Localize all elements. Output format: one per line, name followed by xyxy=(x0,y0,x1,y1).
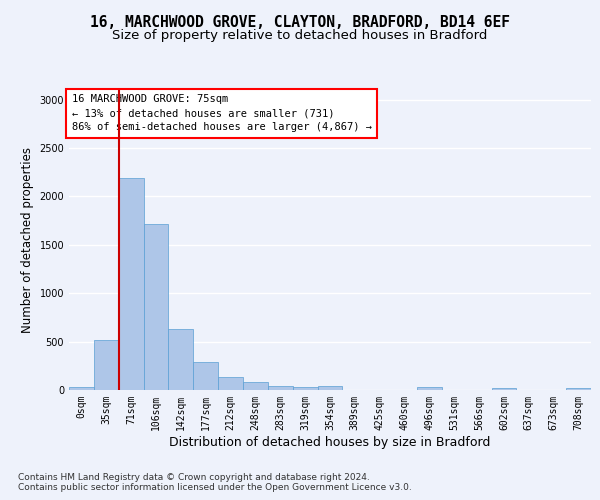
Bar xyxy=(169,328,193,390)
Bar xyxy=(566,388,591,390)
Text: Size of property relative to detached houses in Bradford: Size of property relative to detached ho… xyxy=(112,30,488,43)
Bar xyxy=(293,386,317,390)
Bar xyxy=(69,387,94,390)
Bar xyxy=(119,178,143,390)
Text: Contains HM Land Registry data © Crown copyright and database right 2024.: Contains HM Land Registry data © Crown c… xyxy=(18,472,370,482)
Y-axis label: Number of detached properties: Number of detached properties xyxy=(21,147,34,333)
Bar xyxy=(491,388,517,390)
Bar xyxy=(218,378,243,390)
Text: Contains public sector information licensed under the Open Government Licence v3: Contains public sector information licen… xyxy=(18,484,412,492)
Bar xyxy=(143,224,169,390)
Bar xyxy=(94,340,119,390)
Bar xyxy=(417,387,442,390)
Text: 16 MARCHWOOD GROVE: 75sqm
← 13% of detached houses are smaller (731)
86% of semi: 16 MARCHWOOD GROVE: 75sqm ← 13% of detac… xyxy=(71,94,371,132)
Bar xyxy=(317,386,343,390)
Text: Distribution of detached houses by size in Bradford: Distribution of detached houses by size … xyxy=(169,436,491,449)
Bar xyxy=(268,386,293,390)
Bar xyxy=(193,362,218,390)
Text: 16, MARCHWOOD GROVE, CLAYTON, BRADFORD, BD14 6EF: 16, MARCHWOOD GROVE, CLAYTON, BRADFORD, … xyxy=(90,15,510,30)
Bar xyxy=(243,382,268,390)
